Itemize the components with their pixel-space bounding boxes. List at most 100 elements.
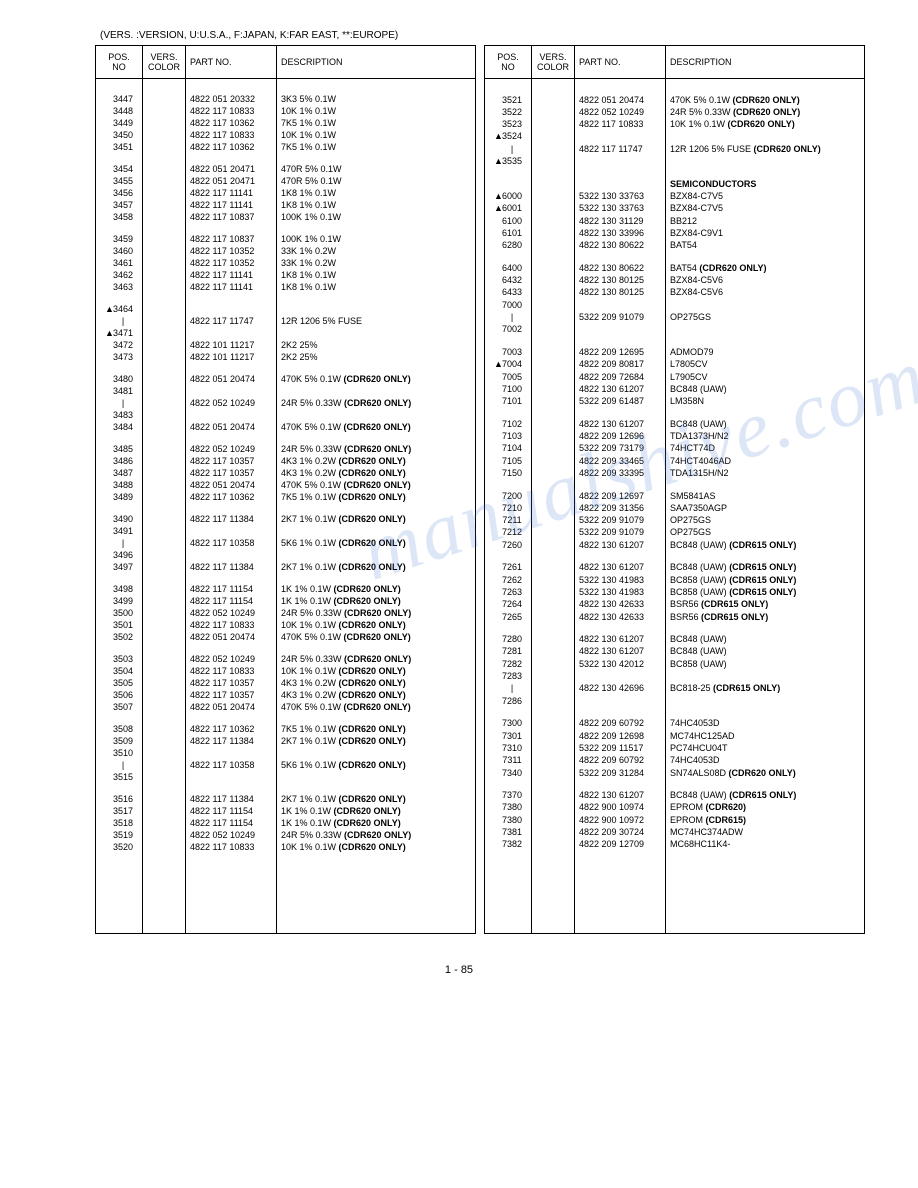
cell-desc: 4K3 1% 0.2W (CDR620 ONLY) <box>277 689 476 701</box>
table-row: 72004822 209 12697SM5841AS <box>485 489 865 501</box>
cell-part: 4822 051 20471 <box>186 163 277 175</box>
cell-desc: 5K6 1% 0.1W (CDR620 ONLY) <box>277 759 476 771</box>
table-row <box>485 479 865 489</box>
cell-part: 5322 209 11517 <box>575 742 666 754</box>
cell-part: 4822 130 80622 <box>575 239 666 251</box>
table-row: 3515 <box>96 771 476 783</box>
cell-desc: 7K5 1% 0.1W (CDR620 ONLY) <box>277 723 476 735</box>
cell-pos: 3507 <box>96 701 143 713</box>
table-row: 61004822 130 31129BB212 <box>485 214 865 226</box>
cell-vers <box>143 385 186 397</box>
cell-part <box>186 327 277 339</box>
cell-part: 4822 117 10833 <box>186 619 277 631</box>
table-row: 35084822 117 103627K5 1% 0.1W (CDR620 ON… <box>96 723 476 735</box>
cell-part: 4822 117 11154 <box>186 595 277 607</box>
cell-pos: 3516 <box>96 793 143 805</box>
cell-pos: 7211 <box>485 514 532 526</box>
cell-vers <box>532 299 575 311</box>
cell-vers <box>532 214 575 226</box>
cell-part: 4822 117 10833 <box>186 105 277 117</box>
cell-vers <box>143 257 186 269</box>
cell-part: 4822 130 42633 <box>575 598 666 610</box>
cell-vers <box>532 729 575 741</box>
cell-part: 4822 101 11217 <box>186 351 277 363</box>
parts-table-right: POS.NO VERS.COLOR PART NO. DESCRIPTION 3… <box>484 45 865 934</box>
cell-part <box>186 549 277 561</box>
cell-pos: 7003 <box>485 346 532 358</box>
cell-vers <box>532 539 575 551</box>
table-row <box>485 167 865 177</box>
cell-desc: SEMICONDUCTORS <box>666 178 865 190</box>
cell-vers <box>143 747 186 759</box>
table-row: 34884822 051 20474470K 5% 0.1W (CDR620 O… <box>96 479 476 491</box>
cell-vers <box>532 682 575 694</box>
table-row: 73014822 209 12698MC74HC125AD <box>485 729 865 741</box>
cell-vers <box>532 323 575 335</box>
table-row: 34504822 117 1083310K 1% 0.1W <box>96 129 476 141</box>
cell-pos: 7311 <box>485 754 532 766</box>
cell-part <box>575 695 666 707</box>
cell-pos: 7002 <box>485 323 532 335</box>
header-legend: (VERS. :VERSION, U:U.S.A., F:JAPAN, K:FA… <box>100 30 878 41</box>
cell-desc: 470K 5% 0.1W (CDR620 ONLY) <box>277 631 476 643</box>
cell-desc <box>277 327 476 339</box>
table-row: 3483 <box>96 409 476 421</box>
table-row: 35024822 051 20474470K 5% 0.1W (CDR620 O… <box>96 631 476 643</box>
cell-vers <box>143 409 186 421</box>
cell-pos: 7280 <box>485 633 532 645</box>
cell-desc: SAA7350AGP <box>666 502 865 514</box>
cell-vers <box>532 178 575 190</box>
cell-desc: 5K6 1% 0.1W (CDR620 ONLY) <box>277 537 476 549</box>
table-row: 34634822 117 111411K8 1% 0.1W <box>96 281 476 293</box>
cell-pos: 3503 <box>96 653 143 665</box>
table-row: 34604822 117 1035233K 1% 0.2W <box>96 245 476 257</box>
cell-vers <box>143 583 186 595</box>
table-row: |4822 130 42696BC818-25 (CDR615 ONLY) <box>485 682 865 694</box>
cell-desc: 4K3 1% 0.2W (CDR620 ONLY) <box>277 467 476 479</box>
cell-desc: SN74ALS08D (CDR620 ONLY) <box>666 766 865 778</box>
cell-pos: 3480 <box>96 373 143 385</box>
table-row: 73804822 900 10972EPROM (CDR615) <box>485 814 865 826</box>
cell-vers <box>532 190 575 202</box>
cell-part: 4822 117 10357 <box>186 689 277 701</box>
cell-part <box>575 130 666 142</box>
cell-desc: BAT54 (CDR620 ONLY) <box>666 262 865 274</box>
cell-desc: 3K3 5% 0.1W <box>277 93 476 105</box>
cell-desc: BC848 (UAW) (CDR615 ONLY) <box>666 561 865 573</box>
table-row: SEMICONDUCTORS <box>485 178 865 190</box>
table-row <box>96 643 476 653</box>
table-row: 73814822 209 30724MC74HC374ADW <box>485 826 865 838</box>
cell-pos: | <box>485 143 532 155</box>
cell-vers <box>143 817 186 829</box>
table-row: 34804822 051 20474470K 5% 0.1W (CDR620 O… <box>96 373 476 385</box>
cell-pos: 7102 <box>485 418 532 430</box>
cell-pos: 7260 <box>485 539 532 551</box>
table-row: 7286 <box>485 695 865 707</box>
col-header-vers: VERS.COLOR <box>143 46 186 79</box>
cell-part: 4822 209 12698 <box>575 729 666 741</box>
table-row: |5322 209 91079OP275GS <box>485 311 865 323</box>
cell-part <box>186 747 277 759</box>
cell-part: 4822 101 11217 <box>186 339 277 351</box>
cell-vers <box>143 841 186 853</box>
cell-desc <box>277 409 476 421</box>
cell-vers <box>143 281 186 293</box>
cell-desc <box>666 299 865 311</box>
cell-pos: | <box>485 311 532 323</box>
cell-vers <box>143 129 186 141</box>
cell-part: 4822 051 20474 <box>186 631 277 643</box>
cell-part: 4822 117 10362 <box>186 723 277 735</box>
cell-vers <box>143 421 186 433</box>
table-row: 35064822 117 103574K3 1% 0.2W (CDR620 ON… <box>96 689 476 701</box>
table-row: 72635322 130 41983BC858 (UAW) (CDR615 ON… <box>485 586 865 598</box>
cell-pos: 3496 <box>96 549 143 561</box>
cell-desc <box>277 771 476 783</box>
table-row: 35214822 051 20474470K 5% 0.1W (CDR620 O… <box>485 93 865 105</box>
cell-pos: ▲7004 <box>485 358 532 370</box>
cell-vers <box>532 418 575 430</box>
cell-desc: 10K 1% 0.1W (CDR620 ONLY) <box>666 118 865 130</box>
cell-desc: 24R 5% 0.33W (CDR620 ONLY) <box>277 397 476 409</box>
cell-vers <box>143 163 186 175</box>
cell-vers <box>532 155 575 167</box>
cell-part: 4822 051 20332 <box>186 93 277 105</box>
